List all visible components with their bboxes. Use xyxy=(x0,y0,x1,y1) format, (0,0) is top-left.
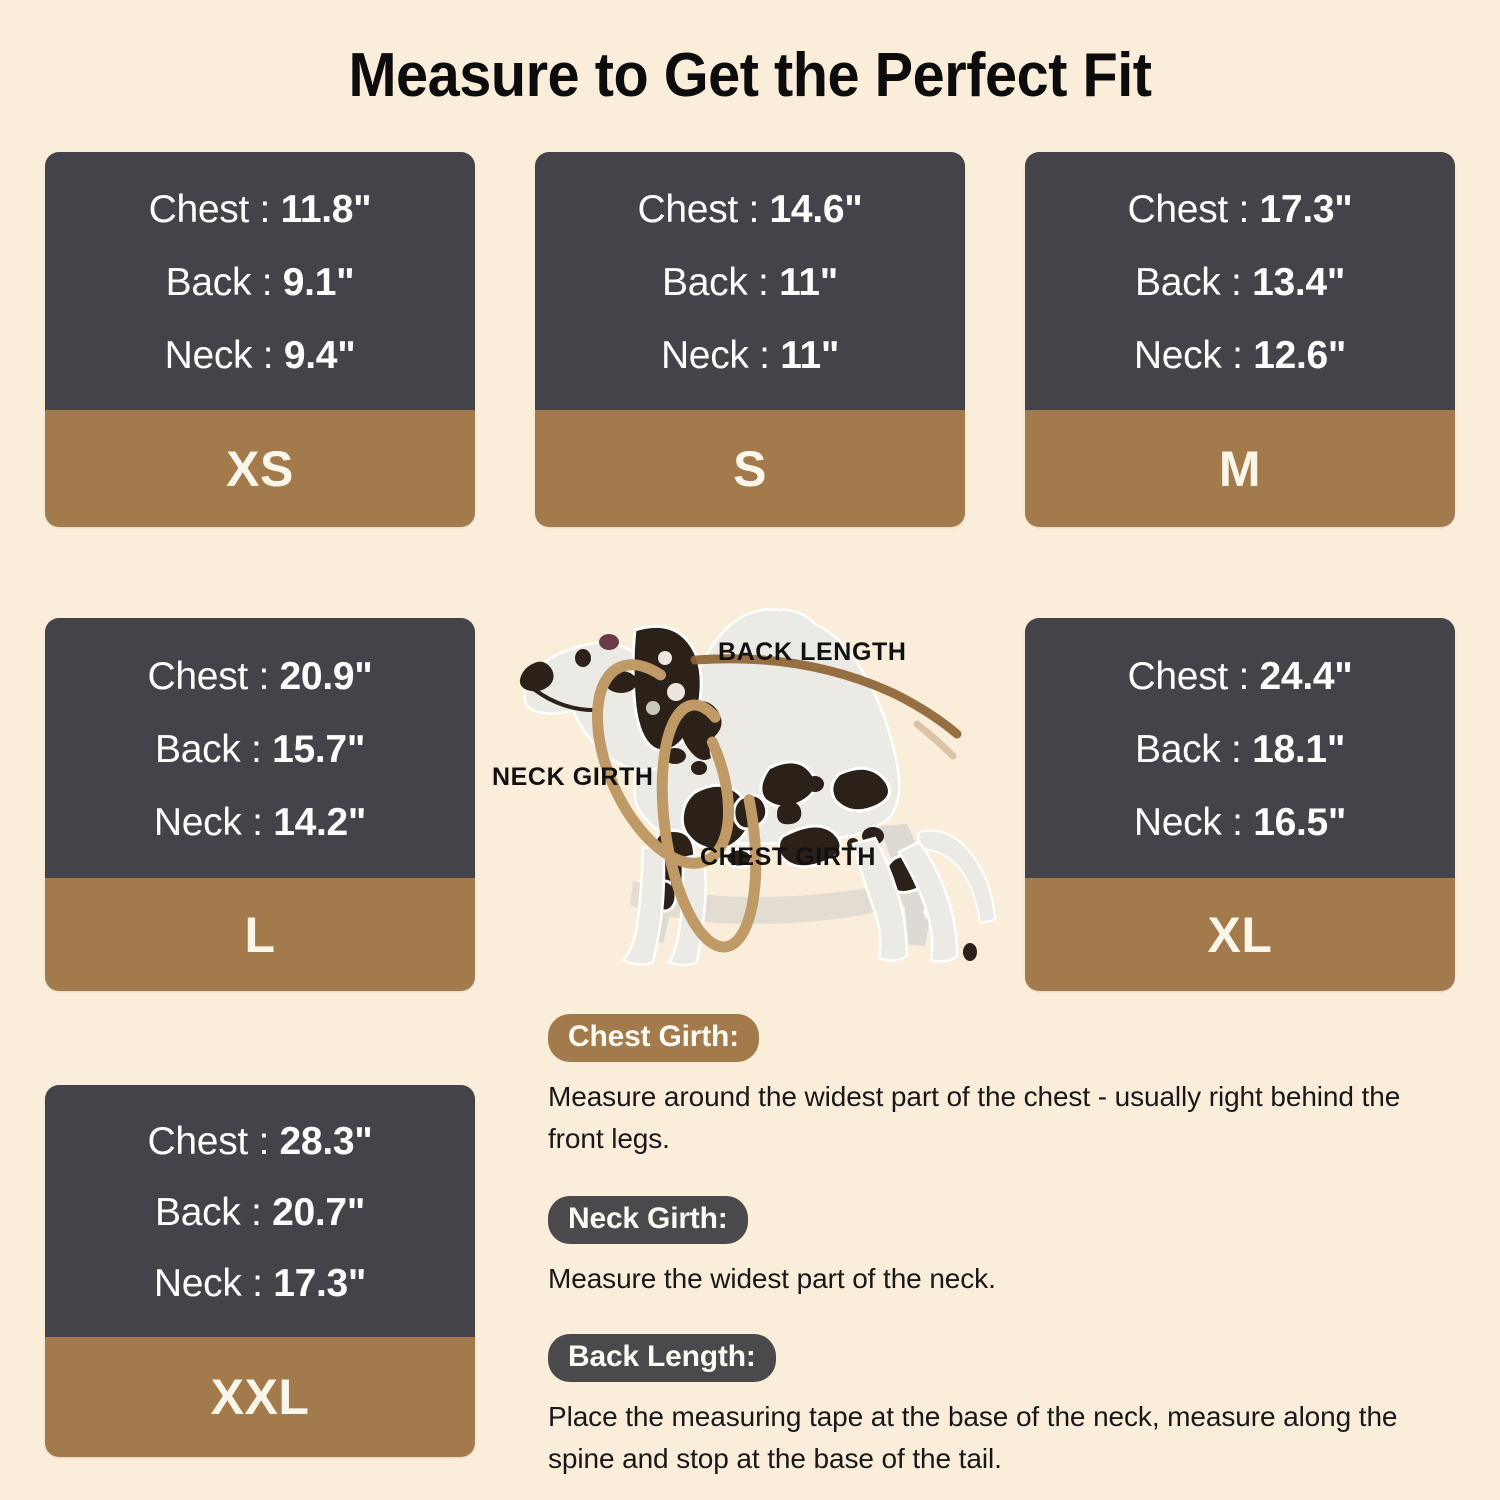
size-label: L xyxy=(45,878,475,991)
spec-back: Back : 9.1" xyxy=(165,260,355,304)
spec-neck: Neck : 12.6" xyxy=(1133,333,1347,377)
size-card-specs: Chest : 20.9" Back : 15.7" Neck : 14.2" xyxy=(45,618,475,878)
spec-neck: Neck : 17.3" xyxy=(153,1261,367,1305)
size-card-specs: Chest : 11.8" Back : 9.1" Neck : 9.4" xyxy=(45,152,475,410)
spec-neck: Neck : 14.2" xyxy=(153,801,367,845)
chest-girth-text: Measure around the widest part of the ch… xyxy=(548,1080,1401,1155)
definition-chest-girth: Chest Girth: Measure around the widest p… xyxy=(548,1014,1453,1161)
definition-back-length: Back Length: Place the measuring tape at… xyxy=(548,1334,1453,1481)
size-card-m: Chest : 17.3" Back : 13.4" Neck : 12.6" … xyxy=(1025,152,1455,527)
size-label: XL xyxy=(1025,878,1455,991)
size-card-specs: Chest : 24.4" Back : 18.1" Neck : 16.5" xyxy=(1025,618,1455,878)
page-title: Measure to Get the Perfect Fit xyxy=(348,41,1152,110)
spec-neck: Neck : 11" xyxy=(660,333,840,377)
dalmatian-dog-icon xyxy=(519,608,997,967)
spec-neck: Neck : 9.4" xyxy=(164,333,356,377)
chest-girth-pill: Chest Girth: xyxy=(548,1014,759,1062)
spec-back: Back : 18.1" xyxy=(1134,727,1346,771)
size-card-s: Chest : 14.6" Back : 11" Neck : 11" S xyxy=(535,152,965,527)
size-card-xs: Chest : 11.8" Back : 9.1" Neck : 9.4" XS xyxy=(45,152,475,527)
spec-chest: Chest : 20.9" xyxy=(147,654,373,698)
spec-back: Back : 11" xyxy=(662,260,838,304)
size-card-specs: Chest : 28.3" Back : 20.7" Neck : 17.3" xyxy=(45,1085,475,1337)
spec-back: Back : 15.7" xyxy=(154,727,366,771)
spec-back: Back : 13.4" xyxy=(1134,260,1346,304)
label-chest-girth: CHEST GIRTH xyxy=(700,843,877,871)
spec-back: Back : 20.7" xyxy=(154,1190,366,1234)
label-back-length: BACK LENGTH xyxy=(718,638,907,666)
size-card-xl: Chest : 24.4" Back : 18.1" Neck : 16.5" … xyxy=(1025,618,1455,991)
dog-measurement-diagram xyxy=(487,596,1017,996)
size-card-xxl: Chest : 28.3" Back : 20.7" Neck : 17.3" … xyxy=(45,1085,475,1457)
back-length-pill: Back Length: xyxy=(548,1334,776,1382)
size-label: S xyxy=(535,410,965,527)
spec-chest: Chest : 28.3" xyxy=(147,1120,373,1164)
size-card-specs: Chest : 14.6" Back : 11" Neck : 11" xyxy=(535,152,965,410)
neck-girth-pill: Neck Girth: xyxy=(548,1196,748,1244)
spec-neck: Neck : 16.5" xyxy=(1133,801,1347,845)
spec-chest: Chest : 24.4" xyxy=(1127,654,1353,698)
definition-neck-girth: Neck Girth: Measure the widest part of t… xyxy=(548,1196,1453,1300)
size-card-l: Chest : 20.9" Back : 15.7" Neck : 14.2" … xyxy=(45,618,475,991)
size-card-specs: Chest : 17.3" Back : 13.4" Neck : 12.6" xyxy=(1025,152,1455,410)
spec-chest: Chest : 14.6" xyxy=(637,188,863,232)
neck-girth-text: Measure the widest part of the neck. xyxy=(548,1262,996,1294)
spec-chest: Chest : 11.8" xyxy=(148,188,372,232)
size-label: XS xyxy=(45,410,475,527)
back-length-text: Place the measuring tape at the base of … xyxy=(548,1400,1398,1475)
spec-chest: Chest : 17.3" xyxy=(1127,188,1353,232)
label-neck-girth: NECK GIRTH xyxy=(492,763,654,791)
size-label: M xyxy=(1025,410,1455,527)
size-label: XXL xyxy=(45,1337,475,1457)
